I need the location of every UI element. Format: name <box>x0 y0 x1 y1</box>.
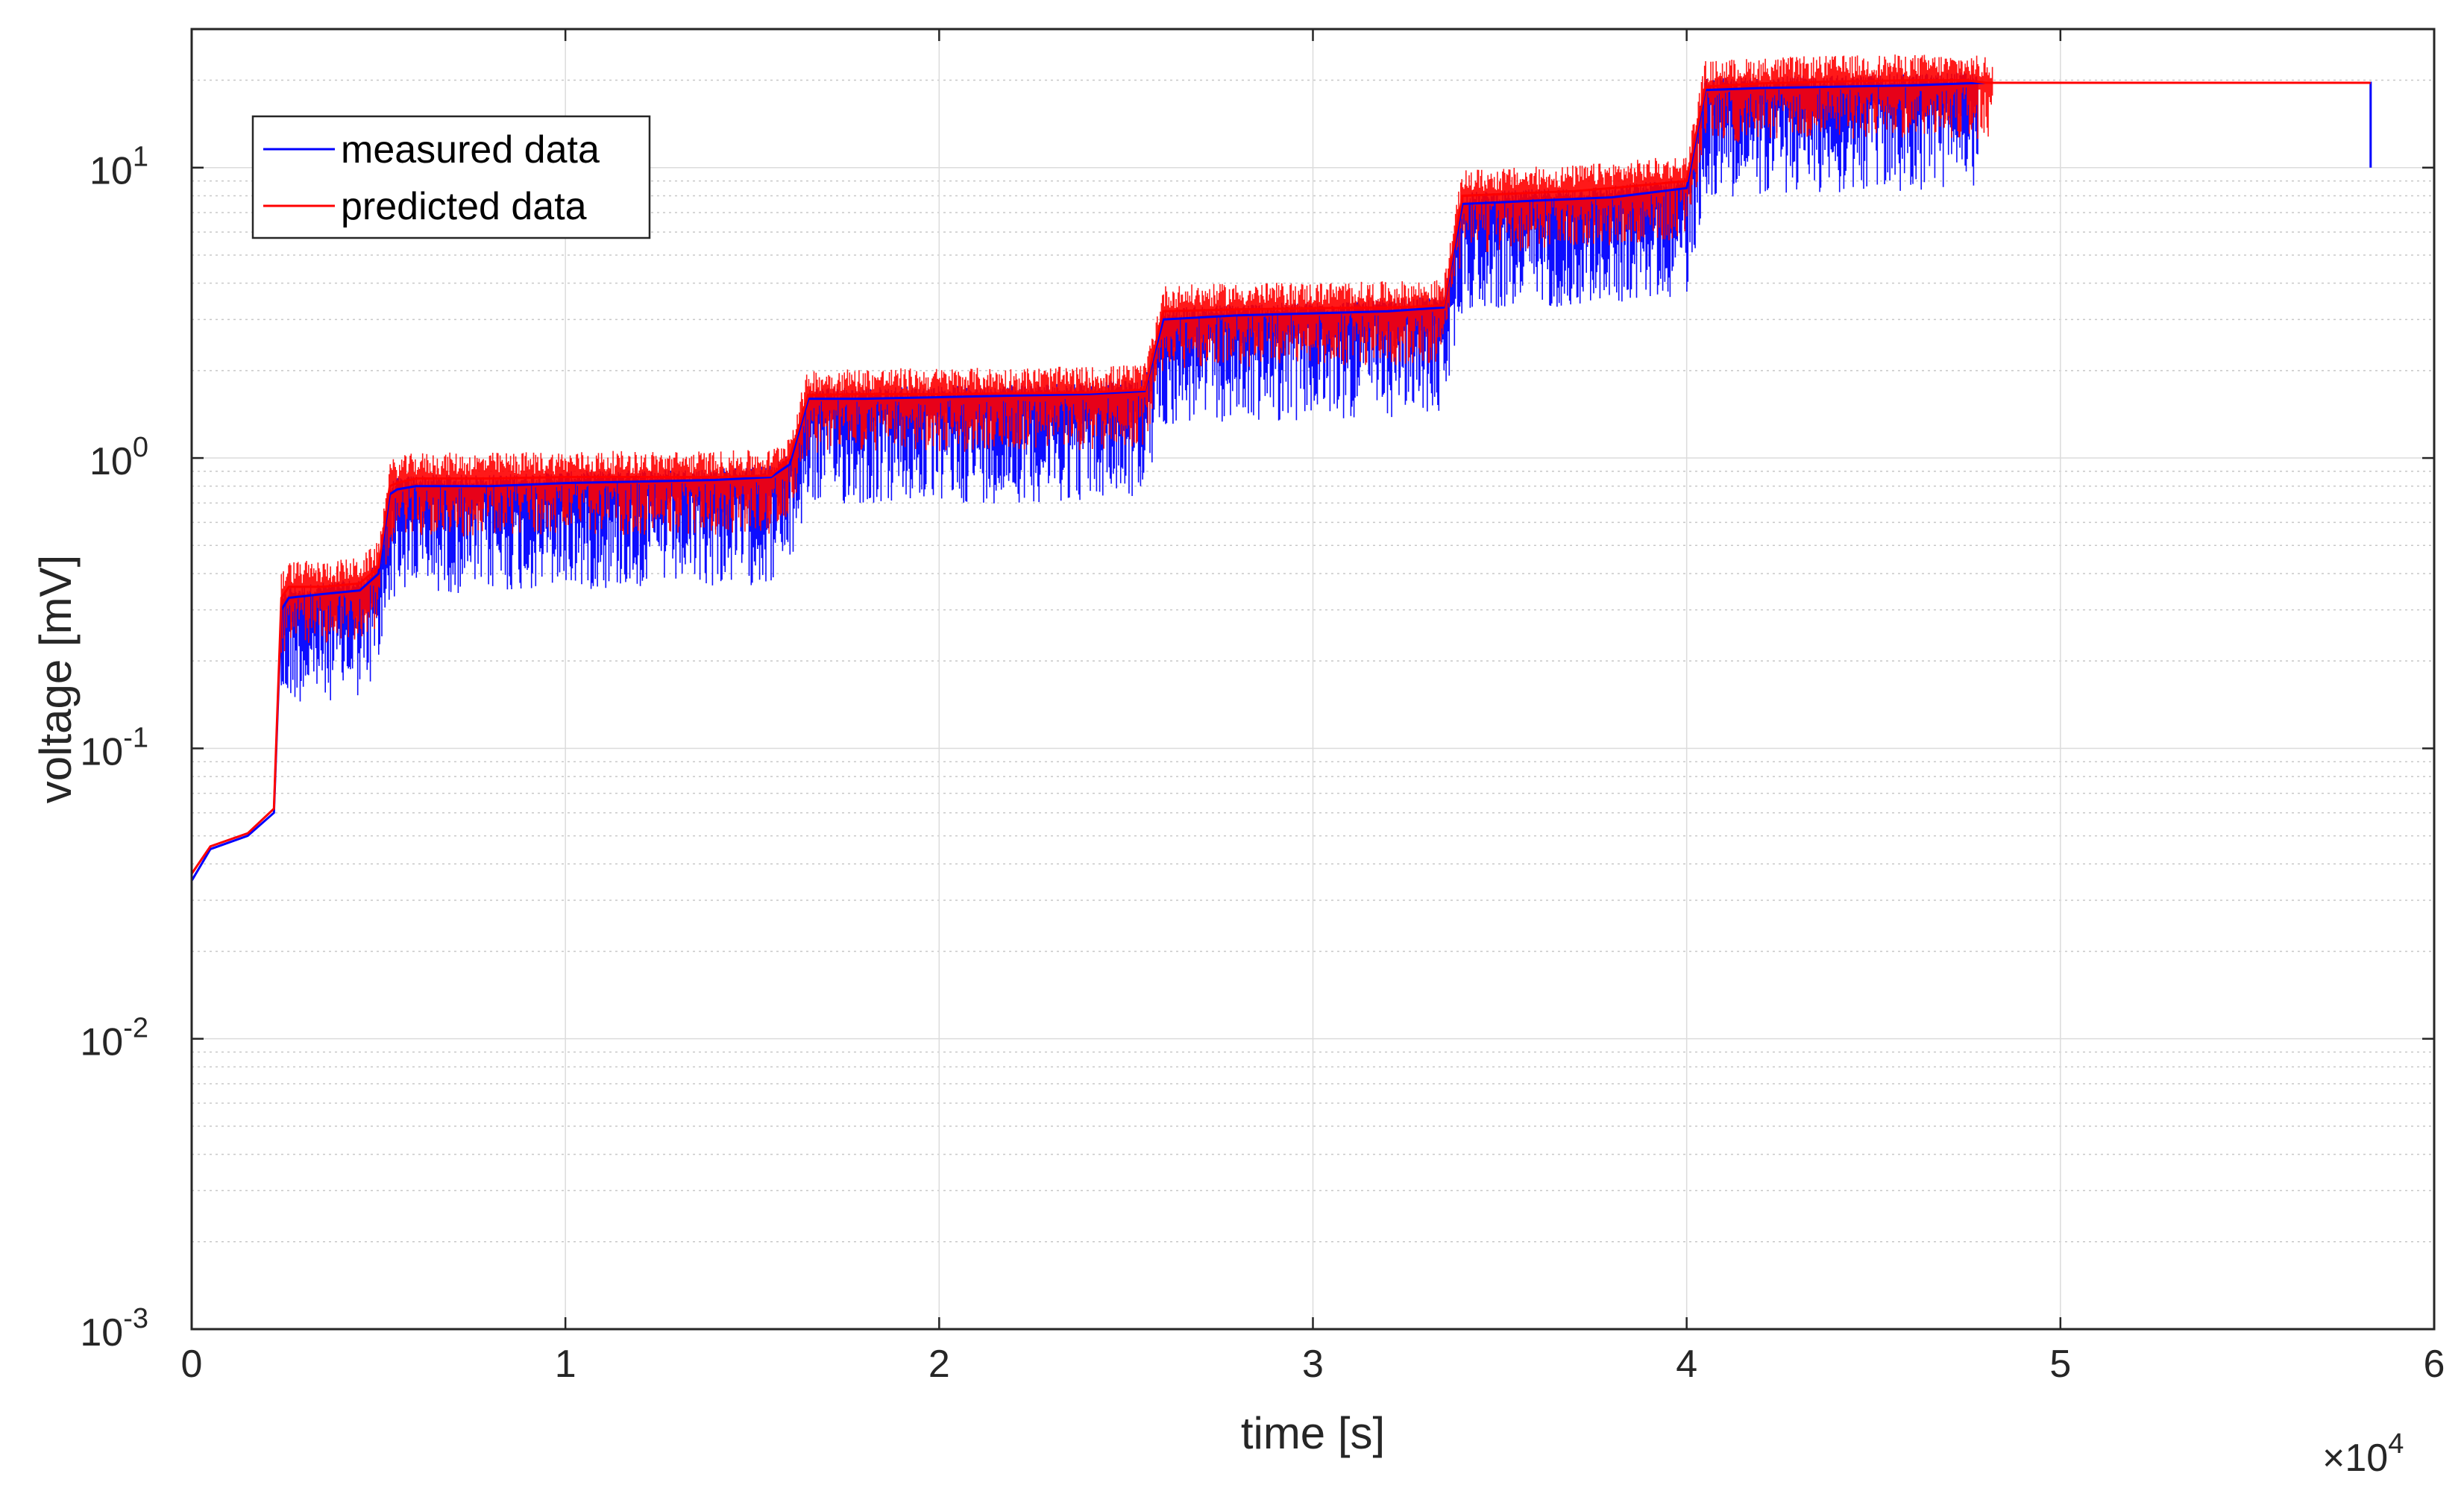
x-tick-label: 5 <box>2049 1343 2071 1386</box>
x-tick-label: 1 <box>555 1343 576 1386</box>
y-tick-label: 101 <box>89 142 148 193</box>
x-tick-label: 0 <box>181 1343 203 1386</box>
y-tick-exponent: 0 <box>133 432 148 463</box>
x-tick-label: 2 <box>928 1343 950 1386</box>
x-multiplier-base: ×10 <box>2322 1437 2388 1480</box>
x-multiplier-exponent: 4 <box>2388 1428 2404 1460</box>
y-axis-label: voltage [mV] <box>31 555 81 804</box>
series-line-measured-data <box>190 81 2372 882</box>
x-tick-label: 6 <box>2424 1343 2445 1386</box>
x-axis: 0 1 2 3 4 5 6 <box>181 29 2445 1386</box>
x-tick-label: 4 <box>1676 1343 1697 1386</box>
y-tick-base: 10 <box>89 440 133 483</box>
legend: measured data predicted data <box>251 115 651 239</box>
y-tick-label: 10-1 <box>80 722 148 773</box>
series-line-predicted-data <box>190 79 2371 875</box>
series-lines <box>190 79 2372 882</box>
legend-label-predicted: predicted data <box>341 185 587 228</box>
y-tick-label: 10-3 <box>80 1303 148 1355</box>
y-tick-base: 10 <box>80 1311 123 1355</box>
y-tick-label: 10-2 <box>80 1013 148 1064</box>
y-tick-exponent: 1 <box>133 142 148 173</box>
y-tick-exponent: -2 <box>123 1013 148 1044</box>
legend-label-measured: measured data <box>341 128 600 172</box>
x-axis-label: time [s] <box>1241 1408 1385 1458</box>
y-tick-exponent: -3 <box>123 1303 148 1334</box>
y-tick-exponent: -1 <box>123 722 148 753</box>
legend-box <box>251 115 651 239</box>
x-axis-multiplier: ×104 <box>2322 1428 2404 1480</box>
x-tick-label: 3 <box>1302 1343 1324 1386</box>
y-tick-base: 10 <box>80 1021 123 1064</box>
y-tick-label: 100 <box>89 432 148 483</box>
y-tick-base: 10 <box>80 730 123 773</box>
y-tick-base: 10 <box>89 150 133 193</box>
